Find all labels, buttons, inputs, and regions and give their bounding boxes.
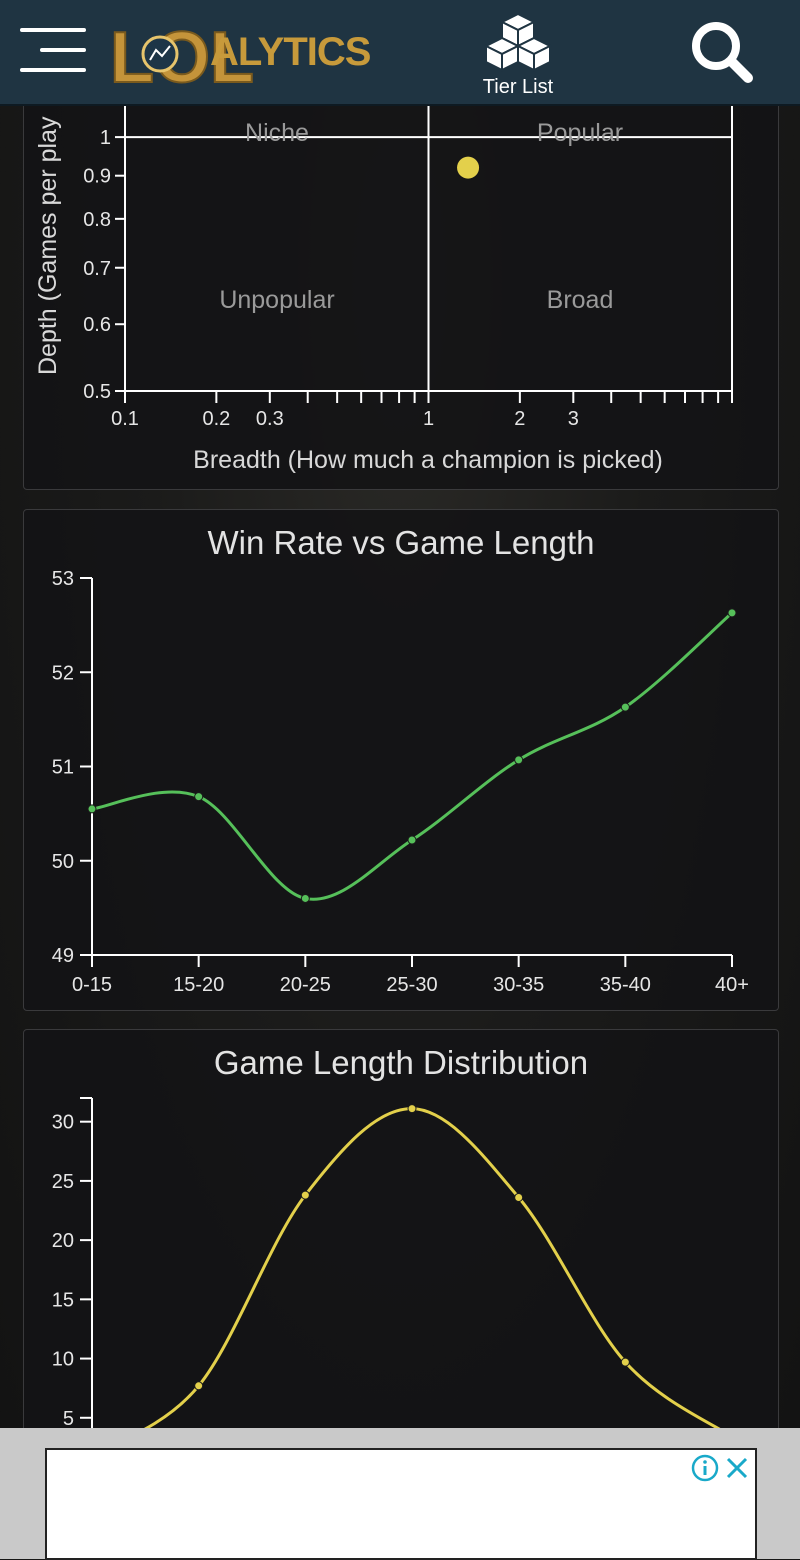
gl-data-point <box>514 1192 524 1202</box>
wr-y-tick-label: 51 <box>52 757 74 779</box>
lolalytics-logo[interactable]: LOL ALYTICS <box>109 12 371 99</box>
wr-data-point <box>727 608 737 618</box>
win-rate-points <box>87 608 737 903</box>
menu-hamburger-button[interactable] <box>20 28 90 74</box>
quadrant-x-ticks: 0.1 0.2 0.3 1 2 3 <box>111 391 733 430</box>
champion-point <box>457 156 480 179</box>
distribution-line-chart: 5 10 15 20 25 30 <box>52 1097 737 1477</box>
wr-data-point <box>514 755 524 765</box>
wr-data-point <box>407 835 417 845</box>
gl-data-point <box>194 1381 204 1391</box>
quadrant-unpopular-label: Unpopular <box>219 286 334 314</box>
quadrant-y-tick-label: 0.5 <box>83 381 111 403</box>
quadrant-points <box>457 156 480 179</box>
win-rate-series-line <box>91 611 733 901</box>
wr-y-tick-label: 50 <box>52 851 74 873</box>
quadrant-x-tick-label: 0.3 <box>256 408 284 430</box>
wr-x-tick-label: 30-35 <box>493 974 544 996</box>
quadrant-x-tick-label: 3 <box>568 408 579 430</box>
wr-data-point <box>87 804 97 814</box>
tier-list-label: Tier List <box>482 76 554 98</box>
logo-alytics-text: ALYTICS <box>210 30 371 74</box>
gl-data-point <box>300 1190 310 1200</box>
wr-x-tick-label: 15-20 <box>173 974 224 996</box>
top-navigation-bar: LOL ALYTICS Tier List <box>0 0 800 106</box>
gl-y-tick-label: 5 <box>63 1408 74 1430</box>
quadrant-x-tick-label: 1 <box>423 408 434 430</box>
quadrant-y-tick-label: 0.8 <box>83 209 111 231</box>
close-icon[interactable] <box>723 1454 751 1482</box>
quadrant-y-tick-label: 0.7 <box>83 258 111 280</box>
wr-y-tick-label: 53 <box>52 568 74 590</box>
wr-x-tick-label: 0-15 <box>72 974 112 996</box>
win-rate-chart-title: Win Rate vs Game Length <box>207 524 595 561</box>
gl-y-tick-label: 15 <box>52 1289 74 1311</box>
quadrant-y-ticks: 1 0.9 0.8 0.7 0.6 0.5 <box>83 127 125 403</box>
wr-data-point <box>620 702 630 712</box>
popularity-quadrant-card: Niche Popular Unpopular Broad Breadth (H… <box>23 60 779 490</box>
wr-y-tick-label: 52 <box>52 662 74 684</box>
win-rate-axes: 0-15 15-20 20-25 25-30 30-35 35-40 40+ 49 50 51 52… <box>52 568 749 996</box>
cubes-icon <box>483 12 553 72</box>
quadrant-y-tick-label: 0.9 <box>83 166 111 188</box>
quadrant-popular-label: Popular <box>537 119 623 147</box>
wr-x-tick-label: 35-40 <box>600 974 651 996</box>
quadrant-y-axis-label: Depth (Games per play <box>34 116 62 375</box>
wr-y-tick-label: 49 <box>52 945 74 967</box>
gl-y-tick-label: 20 <box>52 1230 74 1252</box>
logo-emblem: LOL <box>109 17 255 99</box>
distribution-axes: 5 10 15 20 25 30 <box>52 1097 93 1477</box>
distribution-series-line <box>91 1107 733 1457</box>
quadrant-chart: Niche Popular Unpopular Broad Breadth (H… <box>34 61 733 474</box>
quadrant-y-tick-label: 0.6 <box>83 314 111 336</box>
ad-banner <box>0 1428 800 1560</box>
tier-list-button[interactable]: Tier List <box>470 12 566 100</box>
logo-lol-text: LOL <box>110 18 254 92</box>
win-rate-vs-game-length-card: Win Rate vs Game Length 0-15 15-20 20-25 25… <box>23 509 779 1011</box>
wr-data-point <box>300 893 310 903</box>
quadrant-x-tick-label: 2 <box>514 408 525 430</box>
wr-x-tick-label: 25-30 <box>386 974 437 996</box>
gl-y-tick-label: 10 <box>52 1349 74 1371</box>
quadrant-grid <box>124 61 733 392</box>
ad-content-box[interactable] <box>45 1448 757 1560</box>
gl-y-tick-label: 30 <box>52 1112 74 1134</box>
quadrant-niche-label: Niche <box>245 119 309 147</box>
gl-data-point <box>407 1104 417 1114</box>
win-rate-line-chart: 0-15 15-20 20-25 25-30 30-35 35-40 40+ 49 50 51 52… <box>52 568 749 996</box>
search-button[interactable] <box>688 18 754 84</box>
wr-x-tick-label: 20-25 <box>280 974 331 996</box>
distribution-points <box>87 1104 737 1461</box>
info-icon[interactable] <box>691 1454 719 1482</box>
distribution-chart-title: Game Length Distribution <box>213 1044 589 1081</box>
gl-y-tick-label: 25 <box>52 1171 74 1193</box>
quadrant-x-axis-label: Breadth (How much a champion is picked) <box>193 446 663 474</box>
wr-data-point <box>194 792 204 802</box>
quadrant-x-tick-label: 0.2 <box>202 408 230 430</box>
search-icon <box>692 22 753 83</box>
quadrant-broad-label: Broad <box>547 286 614 314</box>
wr-x-tick-label: 40+ <box>715 974 749 996</box>
quadrant-y-tick-label: 1 <box>100 127 111 149</box>
gl-data-point <box>620 1357 630 1367</box>
quadrant-x-tick-label: 0.1 <box>111 408 139 430</box>
